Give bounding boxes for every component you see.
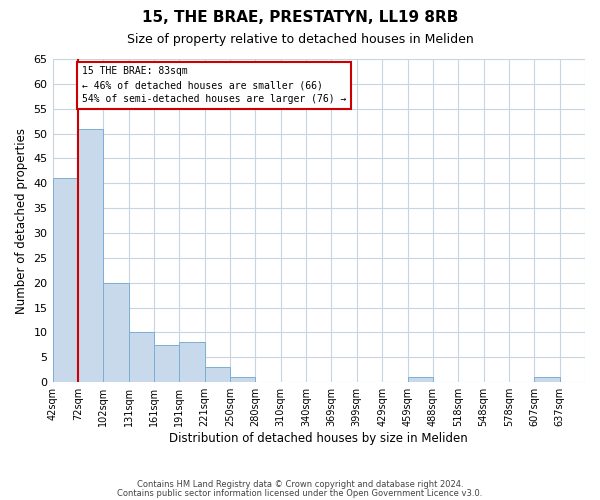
Y-axis label: Number of detached properties: Number of detached properties	[15, 128, 28, 314]
Bar	[534, 377, 560, 382]
Bar	[53, 178, 78, 382]
Text: 15 THE BRAE: 83sqm
← 46% of detached houses are smaller (66)
54% of semi-detache: 15 THE BRAE: 83sqm ← 46% of detached hou…	[82, 66, 346, 104]
Bar	[179, 342, 205, 382]
Text: Contains HM Land Registry data © Crown copyright and database right 2024.: Contains HM Land Registry data © Crown c…	[137, 480, 463, 489]
Bar	[407, 377, 433, 382]
Bar	[205, 368, 230, 382]
Bar	[128, 332, 154, 382]
X-axis label: Distribution of detached houses by size in Meliden: Distribution of detached houses by size …	[169, 432, 468, 445]
Text: 15, THE BRAE, PRESTATYN, LL19 8RB: 15, THE BRAE, PRESTATYN, LL19 8RB	[142, 10, 458, 25]
Bar	[103, 283, 128, 382]
Text: Contains public sector information licensed under the Open Government Licence v3: Contains public sector information licen…	[118, 488, 482, 498]
Bar	[230, 377, 256, 382]
Text: Size of property relative to detached houses in Meliden: Size of property relative to detached ho…	[127, 32, 473, 46]
Bar	[78, 128, 103, 382]
Bar	[154, 345, 179, 382]
